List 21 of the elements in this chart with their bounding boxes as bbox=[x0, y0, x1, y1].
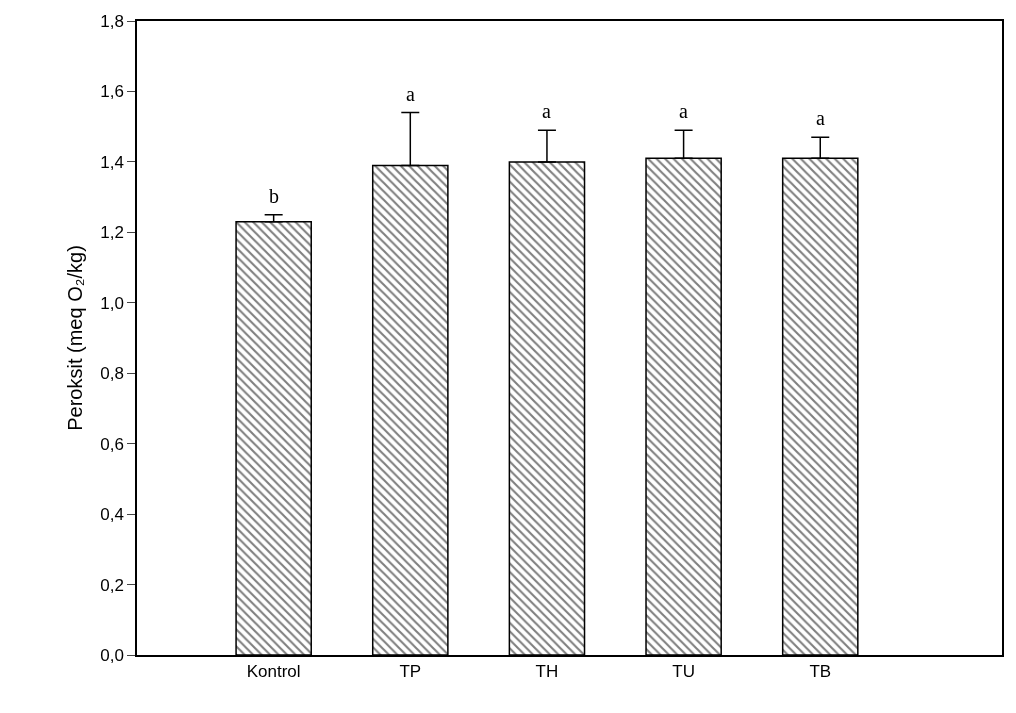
y-tick-label: 1,8 bbox=[100, 11, 124, 31]
x-tick-label: Kontrol bbox=[246, 662, 301, 682]
y-tick-label: 1,6 bbox=[100, 82, 124, 102]
annotation: a bbox=[679, 100, 688, 122]
y-tick-label: 1,4 bbox=[100, 152, 124, 172]
annotation: a bbox=[542, 100, 551, 122]
y-tick-label: 0,0 bbox=[100, 645, 124, 665]
annotation: a bbox=[816, 107, 825, 129]
annotation: a bbox=[406, 83, 415, 105]
y-axis-title: Peroksit (meq O₂/kg) bbox=[64, 245, 87, 431]
y-tick-label: 0,8 bbox=[100, 364, 124, 384]
y-tick-label: 0,2 bbox=[100, 575, 124, 595]
annotation: b bbox=[269, 185, 279, 207]
x-tick-label: TP bbox=[399, 662, 422, 682]
y-tick-label: 1,2 bbox=[100, 223, 124, 243]
y-tick-label: 0,6 bbox=[100, 434, 124, 454]
x-tick-label: TB bbox=[809, 662, 832, 682]
x-tick-label: TH bbox=[535, 662, 559, 682]
x-tick-label: TU bbox=[672, 662, 695, 682]
y-tick-label: 0,4 bbox=[100, 505, 124, 525]
y-tick-label: 1,0 bbox=[100, 293, 124, 313]
